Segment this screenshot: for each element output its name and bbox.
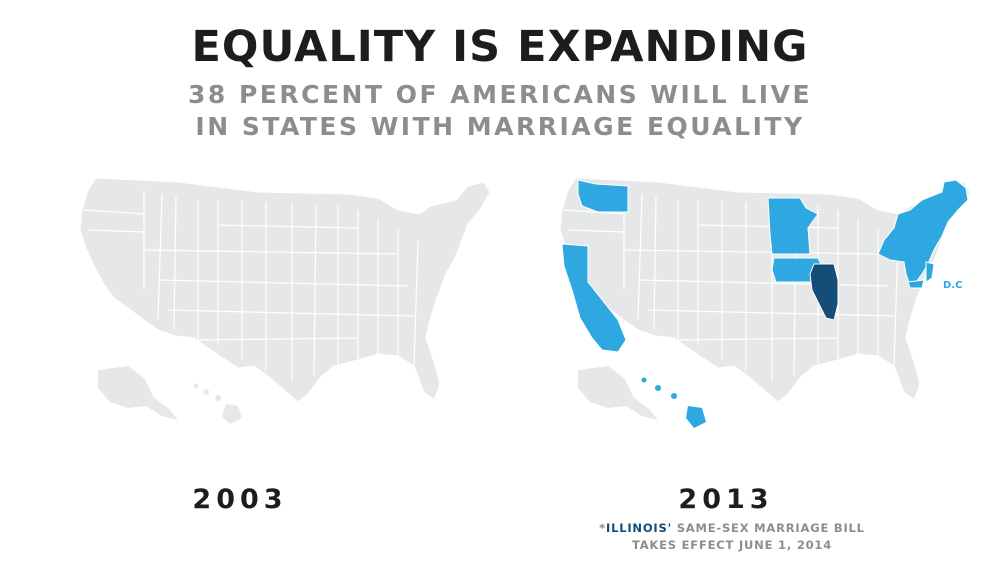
alaska-2013: [578, 366, 658, 420]
subtitle-line-1: 38 PERCENT OF AMERICANS WILL LIVE: [187, 80, 813, 109]
year-label-2003: 2003: [192, 484, 288, 515]
footnote-star: *: [599, 521, 606, 535]
state-borders-2013: [563, 190, 899, 380]
footnote-line-1-rest: SAME-SEX MARRIAGE BILL: [671, 521, 865, 535]
page-title: EQUALITY IS EXPANDING: [191, 22, 809, 72]
map-2013: [559, 177, 971, 428]
state-northeast: [877, 179, 969, 287]
map-2003: [79, 177, 491, 424]
hawaii-2003: [193, 383, 242, 424]
hawaii-2013: [641, 377, 706, 428]
footnote-illinois: ILLINOIS': [606, 521, 672, 535]
year-label-2013: 2013: [678, 484, 774, 515]
state-maryland-delaware: [907, 279, 925, 289]
subtitle-line-2: IN STATES WITH MARRIAGE EQUALITY: [195, 112, 805, 141]
state-washington: [577, 179, 629, 213]
pending-states-2013: [809, 263, 839, 321]
footnote-line-2: TAKES EFFECT JUNE 1, 2014: [631, 538, 833, 552]
footnote-line-1: *ILLINOIS' SAME-SEX MARRIAGE BILL: [560, 521, 904, 535]
mainland-outline: [79, 177, 491, 403]
equality-states-2013: [561, 179, 969, 353]
us-mainland-2003: [79, 177, 491, 403]
state-new-jersey: [925, 261, 935, 283]
state-illinois: [809, 263, 839, 321]
state-california: [561, 243, 627, 353]
state-borders-2003: [83, 190, 419, 380]
dc-label: D.C: [943, 280, 963, 291]
alaska-2003: [98, 366, 178, 420]
state-minnesota: [767, 197, 819, 255]
